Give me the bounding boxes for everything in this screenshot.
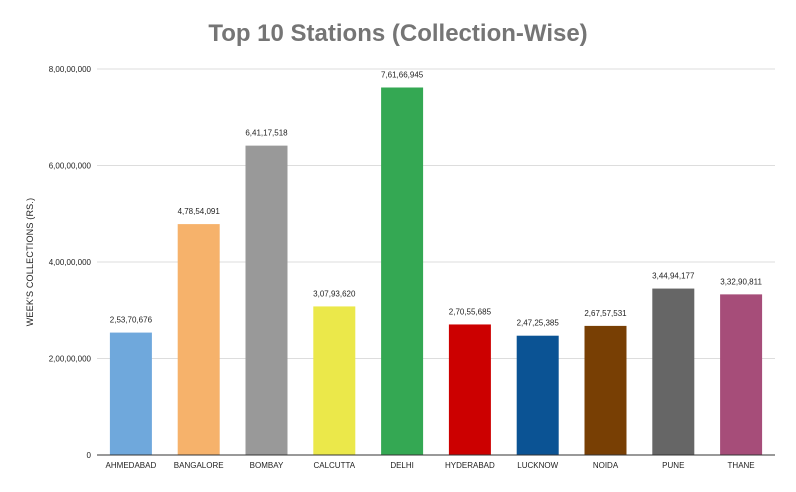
y-tick-label: 6,00,00,000 xyxy=(49,162,92,171)
bars xyxy=(109,87,763,455)
chart-title: Top 10 Stations (Collection-Wise) xyxy=(208,20,588,47)
bar-delhi xyxy=(381,87,424,455)
y-tick-label: 0 xyxy=(87,451,92,460)
bar-lucknow xyxy=(516,335,559,455)
bar-noida xyxy=(584,325,627,455)
bar-thane xyxy=(720,294,763,455)
x-tick-label: CALCUTTA xyxy=(313,461,355,470)
bar-ahmedabad xyxy=(109,332,152,455)
data-label: 2,53,70,676 xyxy=(110,316,153,325)
data-label: 2,67,57,531 xyxy=(584,309,627,318)
data-label: 2,47,25,385 xyxy=(517,319,560,328)
bar-pune xyxy=(652,288,695,455)
bar-bombay xyxy=(245,145,288,455)
y-tick-label: 4,00,00,000 xyxy=(49,258,92,267)
x-tick-label: DELHI xyxy=(390,461,414,470)
x-tick-label: LUCKNOW xyxy=(517,461,558,470)
x-tick-label: THANE xyxy=(728,461,755,470)
x-tick-label: HYDERABAD xyxy=(445,461,495,470)
x-tick-label: AHMEDABAD xyxy=(106,461,157,470)
bar-bangalore xyxy=(177,224,220,455)
y-tick-label: 2,00,00,000 xyxy=(49,355,92,364)
value-labels: 2,53,70,676 4,78,54,091 6,41,17,518 3,07,93… xyxy=(110,70,763,327)
y-axis-ticks: 0 2,00,00,000 4,00,00,000 6,00,00,000 8,00,0… xyxy=(49,65,92,460)
data-label: 4,78,54,091 xyxy=(178,207,221,216)
data-label: 7,61,66,945 xyxy=(381,70,424,79)
data-label: 3,44,94,177 xyxy=(652,272,695,281)
data-label: 3,07,93,620 xyxy=(313,289,356,298)
data-label: 2,70,55,685 xyxy=(449,307,492,316)
x-tick-label: BOMBAY xyxy=(250,461,284,470)
x-axis-ticks: AHMEDABAD BANGALORE BOMBAY CALCUTTA DELHI HYD… xyxy=(106,461,755,470)
bar-calcutta xyxy=(313,306,356,455)
x-tick-label: BANGALORE xyxy=(174,461,224,470)
data-label: 3,32,90,811 xyxy=(720,277,762,286)
data-label: 6,41,17,518 xyxy=(245,129,288,138)
y-tick-label: 8,00,00,000 xyxy=(49,65,92,74)
x-tick-label: PUNE xyxy=(662,461,684,470)
x-tick-label: NOIDA xyxy=(593,461,619,470)
bar-hyderabad xyxy=(448,324,491,455)
